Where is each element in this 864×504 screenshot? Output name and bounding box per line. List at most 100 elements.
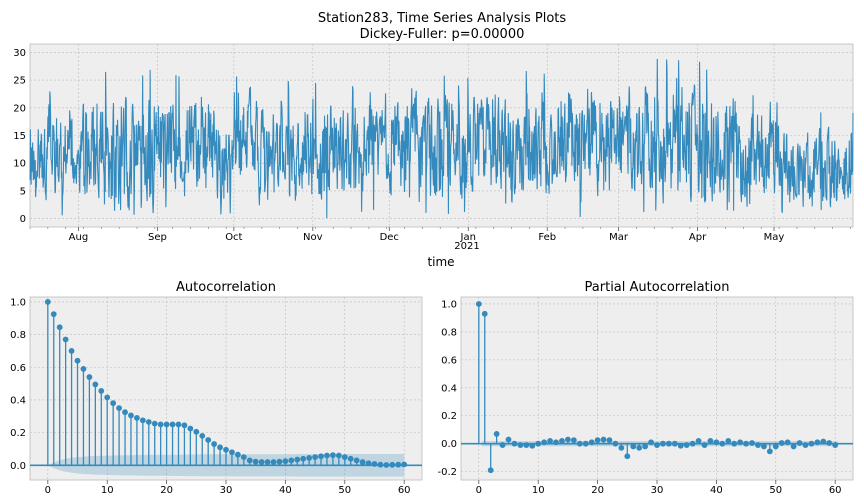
timeseries-ytick-label: 0	[20, 214, 26, 225]
acf-marker	[324, 452, 330, 459]
acf-xtick-label: 20	[160, 485, 173, 496]
timeseries-ytick-label: 10	[13, 159, 26, 170]
timeseries-panel: 0 5 10 15 20 25 30 Aug Sep Oct Nov Dec Jan Feb Mar Apr…	[13, 43, 854, 269]
pacf-marker	[594, 437, 601, 444]
pacf-ytick-label: 0.4	[441, 383, 457, 394]
pacf-xtick-label: 40	[710, 485, 723, 496]
pacf-ytick-label: -0.2	[437, 467, 457, 478]
pacf-marker	[761, 443, 767, 450]
acf-marker	[217, 444, 223, 451]
pacf-marker	[820, 438, 827, 445]
acf-marker	[68, 348, 75, 354]
pacf-marker	[808, 440, 815, 447]
pacf-marker	[559, 437, 565, 444]
acf-marker	[205, 437, 212, 443]
pacf-ytick-label: 0.8	[441, 327, 457, 338]
pacf-marker	[493, 431, 500, 437]
acf-marker	[175, 421, 182, 428]
acf-title: Autocorrelation	[176, 280, 276, 295]
pacf-marker	[695, 437, 702, 444]
acf-stems	[30, 299, 422, 468]
pacf-ytick-label: 0.0	[441, 439, 457, 450]
timeseries-ytick-label: 30	[13, 48, 26, 59]
timeseries-ytick-label: 15	[13, 131, 26, 142]
acf-marker	[80, 365, 87, 372]
acf-marker	[359, 459, 366, 465]
pacf-marker	[475, 301, 482, 307]
acf-marker	[86, 374, 93, 380]
acf-marker	[341, 454, 348, 461]
pacf-marker	[802, 442, 809, 448]
timeseries-xtick-label: Nov	[303, 232, 323, 243]
acf-marker	[134, 415, 140, 421]
acf-marker	[199, 432, 206, 439]
acf-panel: Autocorrelation 0.0 0.2 0.4 0.6 0.8 1.0 0 10 20 3…	[10, 280, 423, 496]
pacf-marker	[832, 442, 839, 448]
pacf-xtick-label: 50	[769, 485, 782, 496]
pacf-marker	[772, 443, 779, 450]
acf-marker	[223, 446, 229, 453]
acf-marker	[252, 458, 259, 465]
pacf-marker	[523, 442, 530, 448]
pacf-xtick-label: 20	[591, 485, 604, 496]
pacf-marker	[582, 440, 589, 447]
pacf-title: Partial Autocorrelation	[585, 280, 730, 295]
pacf-marker	[749, 440, 755, 446]
acf-marker	[211, 441, 218, 447]
acf-xtick-label: 40	[279, 485, 292, 496]
acf-marker	[98, 388, 105, 394]
pacf-marker	[778, 440, 785, 446]
acf-marker	[389, 461, 396, 468]
acf-ticks: 0.0 0.2 0.4 0.6 0.8 1.0 0 10 20 30 40 50 60	[10, 297, 410, 496]
pacf-marker	[499, 442, 506, 448]
timeseries-xtick-label: Jan	[460, 232, 476, 243]
pacf-marker	[511, 440, 518, 447]
acf-marker	[187, 425, 194, 432]
pacf-marker	[701, 442, 708, 448]
acf-xtick-label: 10	[101, 485, 114, 496]
pacf-marker	[529, 442, 536, 449]
acf-marker	[318, 453, 324, 460]
acf-marker	[50, 311, 57, 318]
acf-marker	[353, 457, 360, 464]
figure-subtitle: Dickey-Fuller: p=0.00000	[360, 27, 525, 42]
acf-marker	[258, 459, 265, 465]
pacf-marker	[660, 440, 666, 447]
pacf-marker	[588, 439, 595, 446]
acf-marker	[294, 456, 301, 463]
acf-marker	[169, 421, 176, 428]
pacf-marker	[648, 439, 654, 446]
acf-marker	[157, 421, 164, 428]
acf-marker	[56, 324, 63, 331]
acf-marker	[300, 455, 307, 462]
pacf-marker	[790, 443, 797, 450]
pacf-marker	[683, 442, 690, 448]
pacf-marker	[612, 440, 619, 447]
timeseries-xtick-label: Feb	[538, 232, 556, 243]
acf-marker	[145, 419, 152, 425]
acf-ytick-label: 0.4	[10, 395, 26, 406]
pacf-marker	[606, 437, 613, 444]
pacf-marker	[541, 439, 548, 446]
pacf-marker	[505, 436, 512, 443]
acf-marker	[276, 458, 283, 465]
acf-marker	[395, 461, 402, 468]
pacf-marker	[677, 442, 684, 449]
timeseries-xtick-label: Aug	[69, 232, 89, 243]
timeseries-xtick-label: May	[764, 232, 785, 243]
pacf-marker	[517, 442, 524, 448]
pacf-marker	[671, 440, 678, 447]
pacf-marker	[689, 440, 696, 447]
pacf-marker	[487, 467, 494, 474]
pacf-plot-area	[460, 296, 854, 481]
acf-marker	[116, 405, 122, 412]
acf-ytick-label: 0.0	[10, 461, 26, 472]
acf-marker	[264, 459, 271, 465]
timeseries-xtick-label: Mar	[609, 232, 629, 243]
acf-ytick-label: 1.0	[10, 297, 26, 308]
pacf-marker	[719, 440, 726, 447]
acf-marker	[312, 454, 318, 461]
pacf-ticks: -0.2 0.0 0.2 0.4 0.6 0.8 1.0 0 10 20 30 40 50 60	[437, 299, 841, 496]
pacf-ytick-label: 0.2	[441, 411, 457, 422]
pacf-marker	[481, 310, 488, 317]
